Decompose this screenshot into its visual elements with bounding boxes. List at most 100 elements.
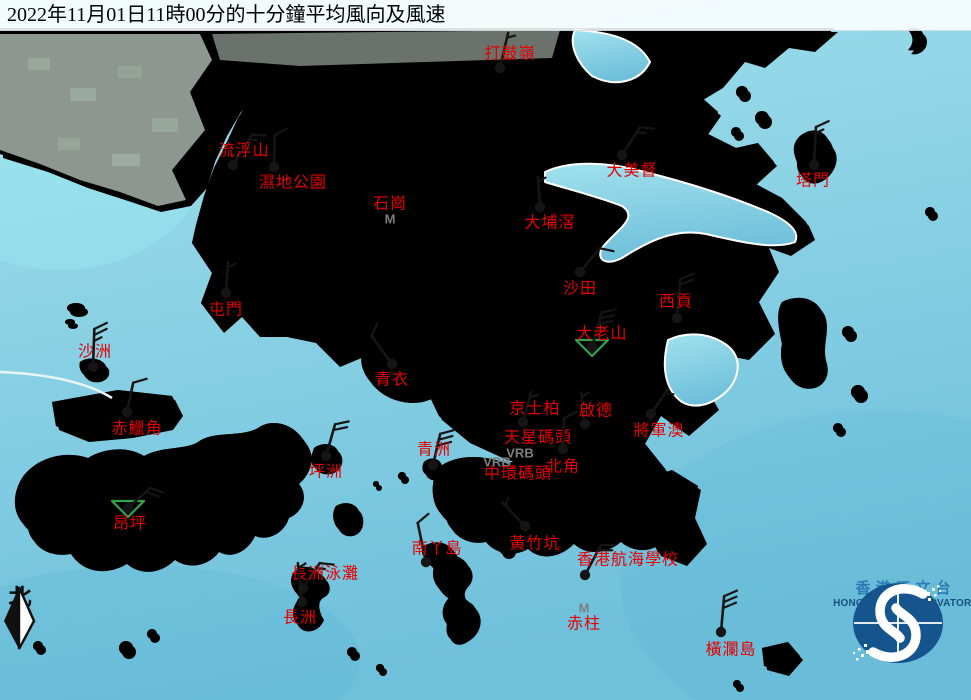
barb-feather-half: [504, 496, 510, 507]
station-label: 大美督: [606, 162, 657, 180]
station-marker: 屯門: [209, 260, 243, 319]
station-dot: [574, 266, 586, 278]
barb-feather-half: [580, 391, 590, 399]
station-marker: 北角: [546, 410, 580, 476]
station-label: 京士柏: [509, 400, 560, 418]
station-label: 香港航海學校: [577, 551, 679, 569]
barb-feather-full: [638, 126, 656, 130]
barb-feather-full: [250, 133, 268, 137]
barb-feather-half: [635, 131, 647, 135]
station-dot: [121, 406, 133, 418]
barb-feather-full: [723, 589, 739, 598]
station-dot: [268, 161, 280, 173]
station-marker: 黃竹坑: [500, 496, 560, 553]
station-marker: 京士柏: [509, 390, 560, 428]
station-label: 長洲: [283, 609, 317, 627]
station-dot: [579, 418, 591, 430]
wind-barb: [500, 496, 527, 528]
wind-barb: [498, 31, 517, 70]
barb-staff: [416, 521, 428, 564]
barb-feather-full: [93, 327, 108, 337]
station-dot: [586, 341, 598, 353]
station-dot: [427, 459, 439, 471]
wind-barb: [431, 429, 455, 467]
station-marker: 青洲: [417, 429, 455, 471]
barb-feather-full: [370, 322, 379, 337]
barb-feather-full: [439, 429, 455, 435]
station-dot: [616, 149, 628, 161]
barb-feather-half: [595, 326, 607, 331]
barb-feather-full: [678, 278, 694, 287]
compass-rose: 北 N: [2, 586, 38, 650]
starling-inlet: [571, 28, 652, 84]
north-arrow-icon: [4, 586, 36, 650]
wind-barb: [272, 127, 289, 169]
station-dot: [87, 361, 99, 373]
station-label: 北角: [546, 458, 580, 476]
wind-barb: [324, 420, 350, 458]
station-marker: 大美督: [606, 126, 657, 180]
station-dot: [494, 62, 506, 74]
station-label: 將軍澳: [633, 422, 684, 440]
station-label: 啟德: [579, 402, 613, 420]
station-dot: [227, 159, 239, 171]
barb-feather-full: [597, 319, 614, 326]
station-dot: [517, 416, 529, 428]
station-label: 塔門: [796, 172, 830, 190]
barb-feather-full: [149, 486, 165, 494]
station-label: 橫瀾島: [705, 641, 756, 659]
barb-feather-half: [663, 392, 675, 396]
station-marker: 啟德: [579, 390, 613, 430]
station-label: 黃竹坑: [509, 535, 560, 553]
barb-feather-half: [92, 336, 103, 343]
inlets: [544, 28, 798, 407]
barb-feather-full: [132, 377, 148, 384]
station-dot: [296, 596, 308, 608]
station-dot: [645, 408, 657, 420]
barb-feather-half: [537, 176, 547, 184]
station-label: 打鼓嶺: [484, 45, 535, 63]
barb-feather-full: [318, 562, 335, 566]
station-dot: [519, 520, 531, 532]
stations-layer: 流浮山濕地公園打鼓嶺塔門大美督大埔滘M石崗沙田西貢大老山屯門沙洲赤鱲角昂坪青衣坪…: [78, 31, 830, 659]
station-dot: [557, 443, 569, 455]
station-dot: [220, 287, 232, 299]
triangle-marker: [574, 338, 610, 358]
barb-feather-half: [814, 128, 825, 135]
wind-barb: [370, 322, 394, 366]
station-marker: 大老山: [574, 308, 627, 358]
barb-feather-half: [247, 138, 259, 142]
barb-feather-half: [528, 393, 540, 398]
station-marker: 長洲: [283, 561, 317, 627]
station-marker: 青衣: [370, 322, 409, 389]
port-shelter: [663, 333, 739, 407]
station-dot: [671, 312, 683, 324]
barb-feather-half: [505, 34, 517, 39]
barb-feather-full: [273, 127, 289, 137]
triangle-marker: [110, 499, 146, 519]
station-marker: 塔門: [796, 120, 830, 190]
station-label: 青衣: [375, 371, 409, 389]
station-label: 屯門: [209, 301, 243, 319]
barb-staff: [272, 133, 276, 169]
wind-barb: [231, 133, 268, 167]
wind-barb: [719, 589, 739, 634]
station-label: 沙洲: [78, 344, 112, 361]
barb-feather-full: [598, 247, 615, 253]
barb-feather-half: [315, 567, 326, 571]
station-label: 昂坪: [113, 515, 147, 533]
barb-feather-full: [437, 434, 454, 441]
wind-barb: [91, 321, 109, 369]
wind-barb: [812, 120, 830, 167]
barb-feather-half: [297, 562, 307, 570]
station-label: 赤鱲角: [111, 420, 162, 438]
station-dot: [122, 502, 134, 514]
variable-wind-text: VRB: [483, 455, 510, 470]
station-label: 西貢: [659, 294, 693, 311]
missing-data-text: M: [579, 601, 590, 616]
station-marker: 沙洲: [78, 321, 112, 373]
barb-feather-full: [436, 440, 453, 447]
station-label: 大埔滘: [524, 214, 575, 232]
barb-feather-full: [814, 120, 830, 129]
